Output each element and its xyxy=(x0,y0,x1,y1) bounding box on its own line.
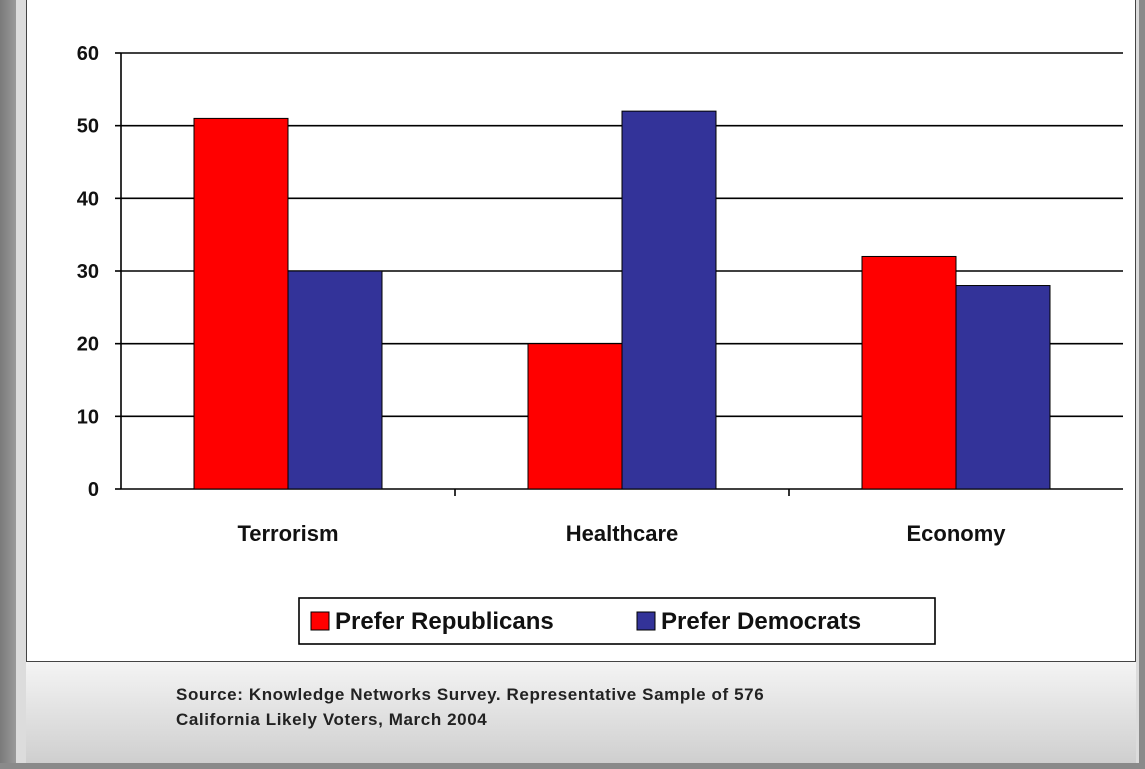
bar-economy-democrats xyxy=(955,285,1051,490)
caption-area: Source: Knowledge Networks Survey. Repre… xyxy=(26,662,1136,763)
caption-line-2: California Likely Voters, March 2004 xyxy=(176,710,488,729)
bar-terrorism-republicans xyxy=(193,117,289,490)
bar-healthcare-democrats xyxy=(621,110,717,490)
legend-label-republicans: Prefer Republicans xyxy=(335,608,554,635)
bar-terrorism-democrats xyxy=(287,270,383,490)
chart-panel: 0 10 20 30 40 50 60 Terrorism Healthcare Economy P… xyxy=(26,0,1136,662)
legend: Prefer Republicans Prefer Democrats xyxy=(298,597,936,645)
legend-label-democrats: Prefer Democrats xyxy=(661,608,861,635)
x-category-label-economy: Economy xyxy=(906,521,1006,546)
y-tick-label-50: 50 xyxy=(77,116,99,138)
window-frame-right xyxy=(1139,0,1145,769)
y-tick-label-20: 20 xyxy=(77,334,99,356)
y-tick-label-0: 0 xyxy=(88,479,99,501)
bar-chart: 0 10 20 30 40 50 60 Terrorism Healthcare Economy P… xyxy=(77,43,1123,645)
bar-healthcare-republicans xyxy=(527,343,623,490)
y-tick-label-30: 30 xyxy=(77,261,99,283)
bar-economy-republicans xyxy=(861,255,957,490)
legend-swatch-republicans xyxy=(310,611,330,631)
source-caption: Source: Knowledge Networks Survey. Repre… xyxy=(176,682,764,732)
y-tick-label-60: 60 xyxy=(77,43,99,65)
x-category-label-healthcare: Healthcare xyxy=(566,521,679,546)
window-frame-left xyxy=(0,0,16,769)
caption-line-1: Source: Knowledge Networks Survey. Repre… xyxy=(176,685,765,704)
window-frame-bottom xyxy=(0,763,1145,769)
y-tick-label-40: 40 xyxy=(77,188,99,210)
legend-box xyxy=(298,597,936,645)
y-tick-label-10: 10 xyxy=(77,406,99,428)
x-category-label-terrorism: Terrorism xyxy=(237,521,338,546)
legend-swatch-democrats xyxy=(636,611,656,631)
